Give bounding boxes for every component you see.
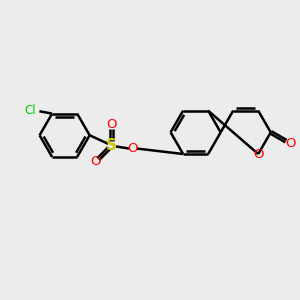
Text: O: O [285,137,296,150]
Text: S: S [106,138,117,153]
Text: O: O [106,118,117,131]
Text: O: O [90,155,101,168]
Text: Cl: Cl [24,104,36,117]
Text: O: O [253,148,263,160]
Text: O: O [128,142,138,155]
